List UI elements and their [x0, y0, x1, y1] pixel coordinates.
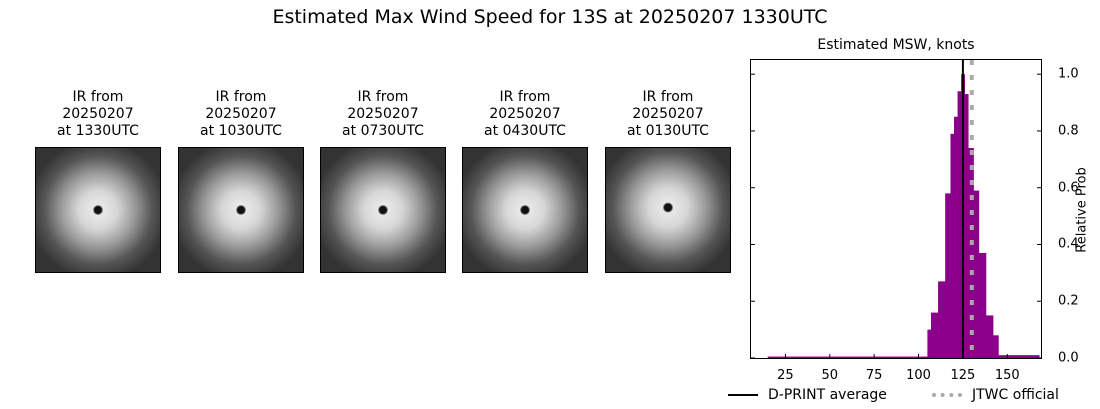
- ir-panel: IR from 20250207 at 1330UTC: [35, 89, 161, 273]
- y-axis-label: Relative Prob: [1074, 167, 1090, 253]
- ir-caption: IR from 20250207 at 1030UTC: [158, 89, 324, 140]
- ir-caption-time: at 0130UTC: [627, 123, 709, 139]
- x-tick-label: 125: [950, 368, 976, 383]
- ir-caption-line: IR from: [499, 89, 551, 105]
- histogram-svg: [751, 60, 1041, 358]
- figure-title: Estimated Max Wind Speed for 13S at 2025…: [272, 6, 828, 28]
- ir-caption-time: at 1030UTC: [200, 123, 282, 139]
- ir-caption-date: 20250207: [489, 106, 561, 122]
- ir-satellite-image: [35, 147, 161, 273]
- ir-caption-time: at 0430UTC: [484, 123, 566, 139]
- histogram-bar: [927, 329, 932, 358]
- ir-caption: IR from 20250207 at 0430UTC: [442, 89, 608, 140]
- histogram-bar: [973, 190, 980, 358]
- ir-satellite-image: [320, 147, 446, 273]
- histogram-bar: [954, 116, 958, 358]
- chart-title: Estimated MSW, knots: [817, 37, 975, 53]
- histogram-bar: [964, 94, 969, 358]
- ir-satellite-image: [605, 147, 731, 273]
- ir-caption-line: IR from: [215, 89, 267, 105]
- histogram-bar: [968, 147, 974, 358]
- histogram-bar: [998, 355, 1040, 358]
- x-tick-label: 150: [994, 368, 1020, 383]
- histogram-bar: [767, 356, 928, 358]
- ir-caption-date: 20250207: [347, 106, 419, 122]
- ir-satellite-image: [178, 147, 304, 273]
- ir-panel: IR from 20250207 at 0130UTC: [605, 89, 731, 273]
- ir-caption-time: at 0730UTC: [342, 123, 424, 139]
- ir-caption-date: 20250207: [205, 106, 277, 122]
- ir-caption-time: at 1330UTC: [57, 123, 139, 139]
- legend-jtwc-label: JTWC official: [972, 387, 1059, 403]
- x-tick-label: 50: [821, 368, 839, 383]
- ir-caption-date: 20250207: [632, 106, 704, 122]
- y-tick-label: 0.8: [1058, 123, 1079, 139]
- ir-caption-line: IR from: [642, 89, 694, 105]
- x-tick-label: 25: [777, 368, 794, 383]
- ir-caption: IR from 20250207 at 0130UTC: [585, 89, 751, 140]
- dotted-line-icon: [932, 393, 962, 397]
- ir-caption-line: IR from: [357, 89, 409, 105]
- histogram-bar: [957, 91, 962, 358]
- histogram-bar: [985, 315, 994, 358]
- ir-caption-date: 20250207: [62, 106, 134, 122]
- y-tick-label: 0.4: [1058, 236, 1079, 252]
- y-tick-label: 0.0: [1058, 350, 1079, 366]
- ir-caption: IR from 20250207 at 1330UTC: [15, 89, 181, 140]
- legend-jtwc: JTWC official: [932, 387, 1059, 403]
- y-tick-label: 0.6: [1058, 180, 1079, 196]
- ir-panel: IR from 20250207 at 0430UTC: [462, 89, 588, 273]
- y-tick-label: 0.2: [1058, 293, 1079, 309]
- y-tick-label: 1.0: [1058, 66, 1079, 82]
- histogram-plot-area: [750, 59, 1042, 359]
- ir-caption-line: IR from: [72, 89, 124, 105]
- ir-panel: IR from 20250207 at 1030UTC: [178, 89, 304, 273]
- histogram-bar: [950, 133, 955, 358]
- legend-dprint: D-PRINT average: [728, 387, 887, 403]
- histogram-bar: [930, 312, 939, 358]
- x-tick-label: 100: [906, 368, 931, 383]
- histogram-bar: [993, 335, 999, 358]
- ir-satellite-image: [462, 147, 588, 273]
- legend-dprint-label: D-PRINT average: [768, 387, 887, 403]
- solid-line-icon: [728, 394, 758, 396]
- ir-panel: IR from 20250207 at 0730UTC: [320, 89, 446, 273]
- histogram-bar: [945, 193, 951, 358]
- histogram-bar: [978, 252, 987, 358]
- x-tick-label: 75: [865, 368, 883, 383]
- ir-caption: IR from 20250207 at 0730UTC: [300, 89, 466, 140]
- histogram-bar: [938, 281, 946, 358]
